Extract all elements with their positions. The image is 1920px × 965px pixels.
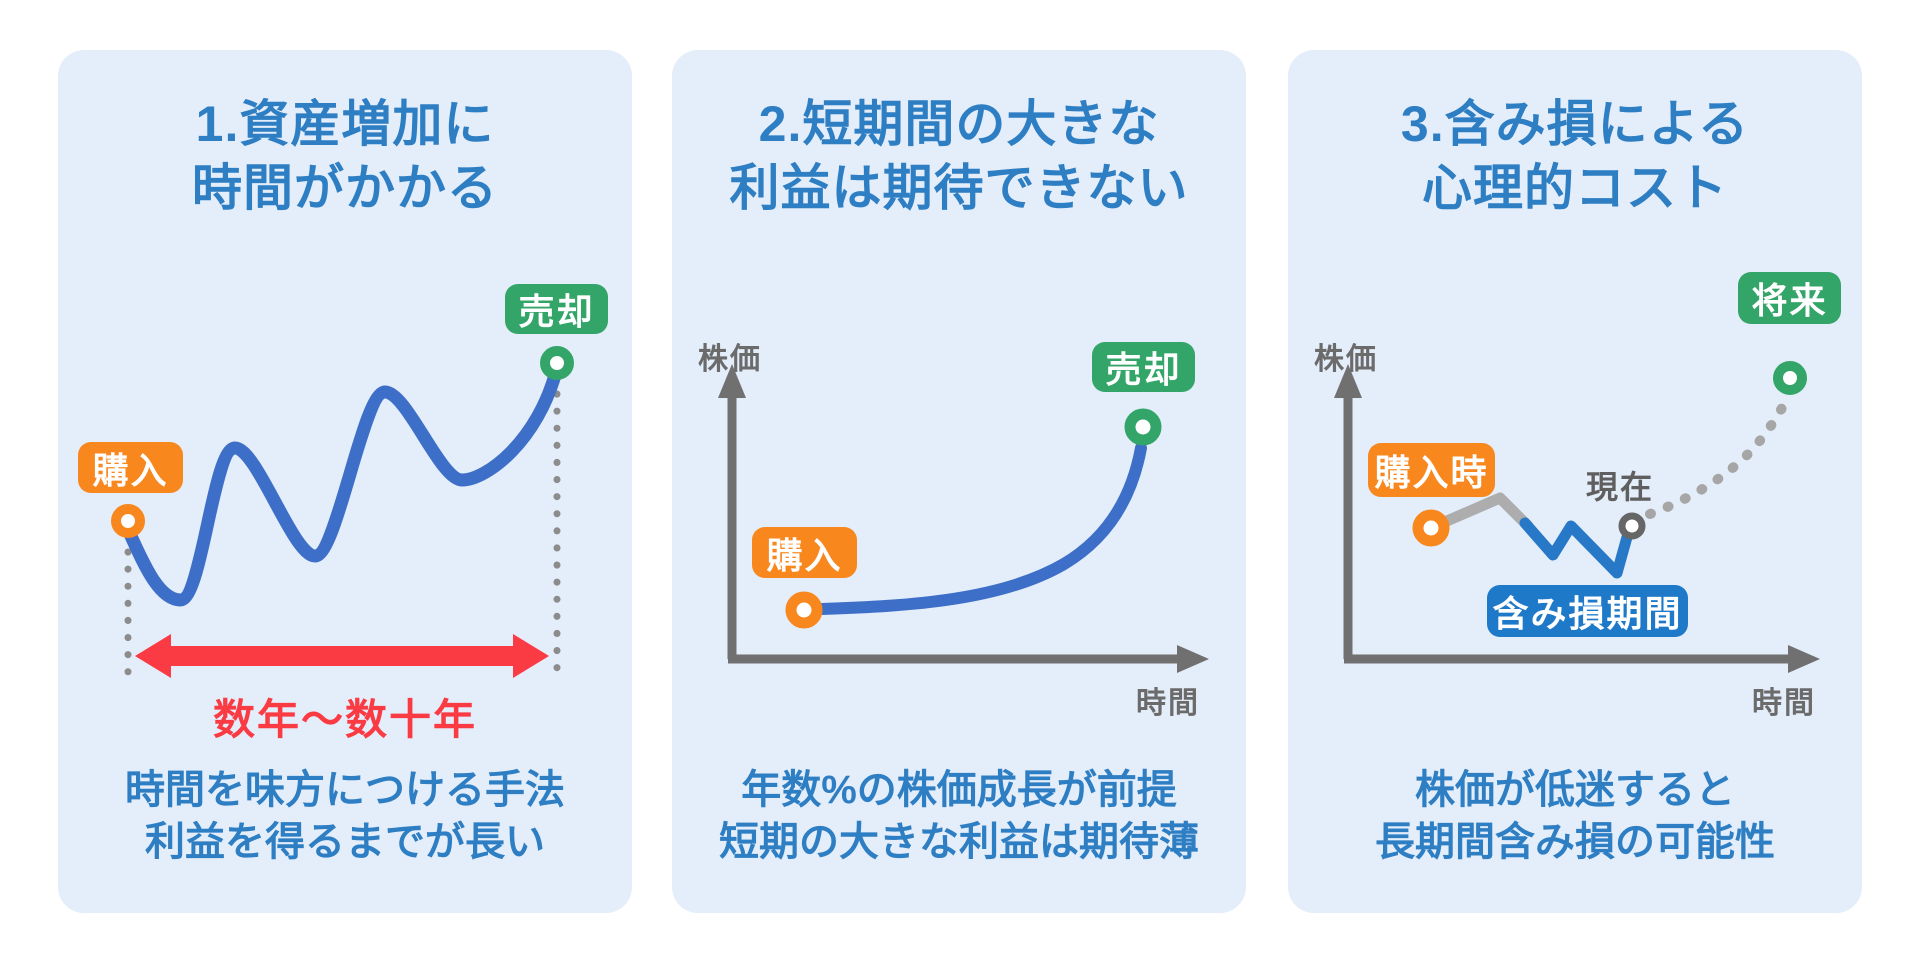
panel2-title-line1: 2.短期間の大きな xyxy=(758,96,1160,152)
panel2-y-axis-label: 株価 xyxy=(698,343,762,376)
panel2-buy-badge: 購入 xyxy=(752,527,857,578)
panel3-y-axis-arrowhead xyxy=(1334,364,1362,398)
panel1-caption-line2: 利益を得るまでが長い xyxy=(145,820,545,864)
panel1-caption: 時間を味方につける手法 利益を得るまでが長い xyxy=(58,764,632,868)
panel1-duration-label: 数年〜数十年 xyxy=(212,696,477,743)
panel2-title: 2.短期間の大きな 利益は期待できない xyxy=(672,92,1246,220)
panel3-purchase-marker xyxy=(1412,509,1450,547)
panel1-caption-line1: 時間を味方につける手法 xyxy=(125,768,565,812)
panel3-future-badge: 将来 xyxy=(1738,272,1841,324)
panel3-x-axis-label: 時間 xyxy=(1752,687,1816,720)
panel3-purchase-badge: 購入時 xyxy=(1368,443,1495,497)
panel3-loss-period-badge: 含み損期間 xyxy=(1487,585,1688,637)
panel3-y-axis-label: 株価 xyxy=(1314,343,1378,376)
panel1-stock-line xyxy=(123,361,564,607)
panel3-title: 3.含み損による 心理的コスト xyxy=(1288,92,1862,220)
panel-asset-growth-takes-time: 1.資産増加に 時間がかかる 購入 売却 数年〜数十年 時間を味方につける手法 … xyxy=(58,50,632,913)
panel2-x-axis-arrowhead xyxy=(1177,645,1209,673)
panel3-current-marker xyxy=(1618,512,1646,540)
panel3-caption: 株価が低迷すると 長期間含み損の可能性 xyxy=(1288,764,1862,868)
panel1-duration-arrow xyxy=(135,634,549,678)
panel2-stock-line xyxy=(816,442,1147,615)
panel-psychological-cost-of-unrealized-loss: 3.含み損による 心理的コスト 株価 時間 購入時 現在 将来 含み損期間 株価… xyxy=(1288,50,1862,913)
panel1-title-line1: 1.資産増加に xyxy=(195,96,495,152)
panel2-sell-marker xyxy=(1124,408,1162,446)
panel2-caption-line1: 年数%の株価成長が前提 xyxy=(741,768,1177,812)
panel3-caption-line1: 株価が低迷すると xyxy=(1415,768,1735,812)
panel1-buy-marker xyxy=(111,504,145,538)
panel3-x-axis-arrowhead xyxy=(1788,645,1820,673)
panel3-loss-zigzag-line xyxy=(1519,517,1635,579)
panel1-chart xyxy=(111,346,574,680)
panel3-chart xyxy=(1334,361,1820,673)
panel2-x-axis-label: 時間 xyxy=(1136,687,1200,720)
panel3-caption-line2: 長期間含み損の可能性 xyxy=(1375,820,1775,864)
panel3-title-line2: 心理的コスト xyxy=(1422,160,1728,216)
panel3-title-line1: 3.含み損による xyxy=(1400,96,1750,152)
panel1-title-line2: 時間がかかる xyxy=(192,160,498,216)
panel2-title-line2: 利益は期待できない xyxy=(729,160,1189,216)
panel1-sell-badge: 売却 xyxy=(505,284,608,334)
panel2-caption-line2: 短期の大きな利益は期待薄 xyxy=(719,820,1199,864)
panel1-buy-badge: 購入 xyxy=(78,442,183,493)
panel1-title: 1.資産増加に 時間がかかる xyxy=(58,92,632,220)
panel2-chart xyxy=(718,364,1209,673)
panel2-sell-badge: 売却 xyxy=(1092,342,1195,392)
panel1-sell-marker xyxy=(540,346,574,380)
panel3-current-label: 現在 xyxy=(1586,469,1655,505)
panel3-future-dotted-curve xyxy=(1645,391,1793,519)
panel2-caption: 年数%の株価成長が前提 短期の大きな利益は期待薄 xyxy=(672,764,1246,868)
panel-no-big-short-term-profit: 2.短期間の大きな 利益は期待できない 株価 時間 購入 売却 年数%の株価成長… xyxy=(672,50,1246,913)
panel3-future-marker xyxy=(1773,361,1807,395)
panel2-y-axis-arrowhead xyxy=(718,364,746,398)
panel3-line-above-cost xyxy=(1434,492,1534,532)
panel2-buy-marker xyxy=(785,591,823,629)
